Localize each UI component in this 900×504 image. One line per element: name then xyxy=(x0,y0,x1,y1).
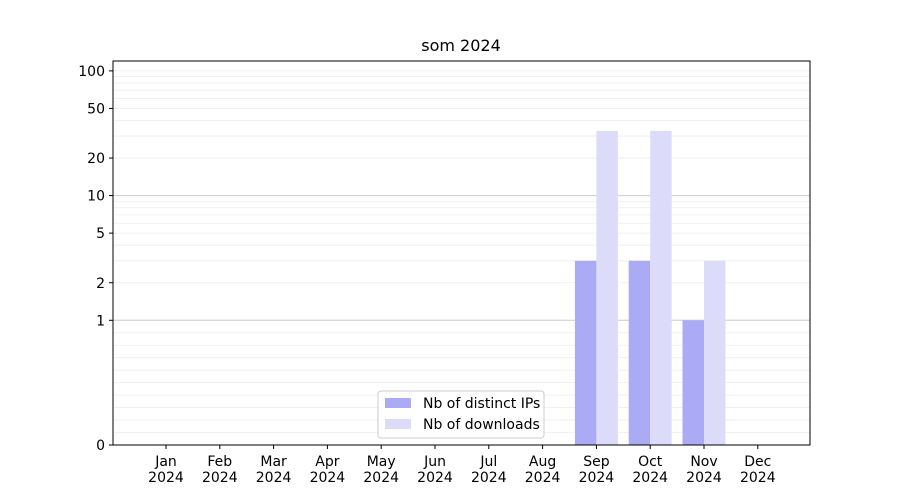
chart-title: som 2024 xyxy=(421,36,501,55)
x-tick-label: Jul 2024 xyxy=(471,454,507,486)
x-tick-label: Aug 2024 xyxy=(525,454,561,486)
bars xyxy=(574,130,726,445)
y-tick-label: 2 xyxy=(96,276,105,292)
bar-downloads xyxy=(650,130,672,445)
grid-lines xyxy=(113,70,810,433)
x-tick-label: May 2024 xyxy=(363,454,399,486)
x-tick-label: Oct 2024 xyxy=(632,454,668,486)
x-tick-label: Feb 2024 xyxy=(202,454,238,486)
legend-label-downloads: Nb of downloads xyxy=(423,417,540,433)
y-tick-label: 1 xyxy=(96,313,105,329)
legend-swatch-downloads xyxy=(385,419,411,429)
y-axis: 0 1 2 5 10 20 50 100 xyxy=(78,64,113,454)
y-tick-label: 0 xyxy=(96,438,105,454)
x-tick-label: Sep 2024 xyxy=(579,454,615,486)
y-tick-label: 10 xyxy=(87,189,105,205)
y-tick-label: 100 xyxy=(78,64,105,80)
legend-label-ips: Nb of distinct IPs xyxy=(423,396,540,412)
bar-downloads xyxy=(596,130,618,445)
legend: Nb of distinct IPs Nb of downloads xyxy=(377,390,545,439)
bar-distinct-ips xyxy=(682,320,704,445)
legend-swatch-ips xyxy=(385,398,411,408)
x-tick-label: Mar 2024 xyxy=(256,454,292,486)
x-tick-label: Jun 2024 xyxy=(417,454,453,486)
y-tick-label: 20 xyxy=(87,151,105,167)
x-tick-label: Apr 2024 xyxy=(310,454,346,486)
x-tick-label: Nov 2024 xyxy=(686,454,722,486)
bar-distinct-ips xyxy=(628,260,651,445)
bar-distinct-ips xyxy=(574,260,597,445)
x-tick-label: Dec 2024 xyxy=(740,454,776,486)
plot-frame xyxy=(112,60,811,446)
y-tick-label: 5 xyxy=(96,226,105,242)
bar-downloads xyxy=(704,260,726,445)
legend-box xyxy=(377,390,545,439)
x-axis: Jan 2024 Feb 2024 Mar 2024 Apr 2024 May 2024 Jun 20… xyxy=(148,445,776,486)
x-tick-label: Jan 2024 xyxy=(148,454,184,486)
y-tick-label: 50 xyxy=(87,101,105,117)
